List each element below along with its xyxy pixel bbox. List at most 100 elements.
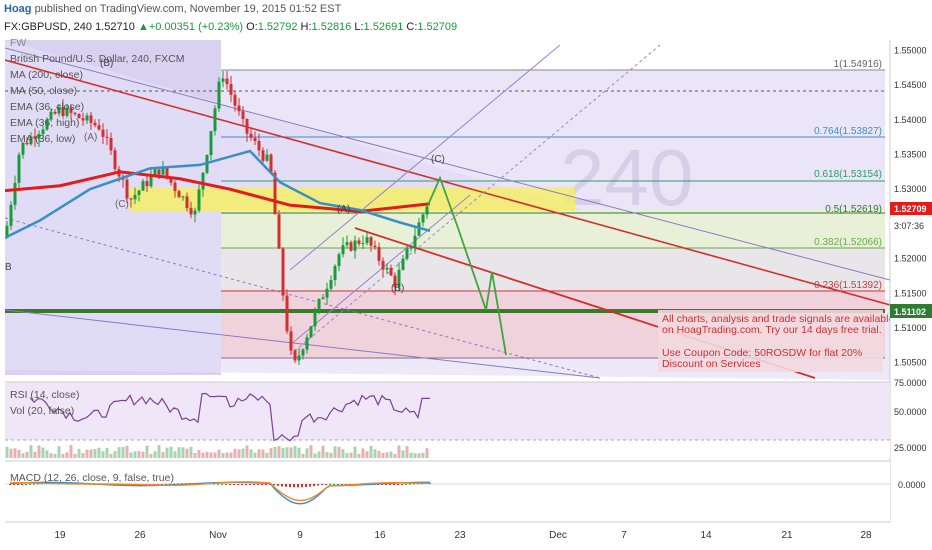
candle-body[interactable] [269, 154, 273, 173]
candle-body[interactable] [153, 169, 157, 176]
candle-body[interactable] [337, 254, 341, 267]
pitchfork-lower[interactable] [289, 194, 471, 346]
candle-body[interactable] [345, 242, 349, 246]
candle-body[interactable] [165, 168, 169, 178]
candle-body[interactable] [89, 115, 93, 123]
candle-body[interactable] [17, 154, 21, 183]
candle-body[interactable] [421, 214, 425, 223]
candle-body[interactable] [413, 235, 417, 247]
vol-label[interactable]: Vol (20, false) [10, 405, 74, 417]
candle-body[interactable] [317, 299, 321, 312]
candle-body[interactable] [81, 118, 85, 121]
candle-body[interactable] [181, 196, 185, 198]
candle-body[interactable] [65, 107, 69, 116]
candle-body[interactable] [325, 288, 329, 298]
candle-body[interactable] [5, 225, 9, 238]
candle-body[interactable] [293, 350, 297, 361]
candle-body[interactable] [97, 125, 101, 130]
candle-body[interactable] [249, 133, 253, 138]
candle-body[interactable] [409, 246, 413, 249]
candle-body[interactable] [133, 194, 137, 200]
candle-body[interactable] [157, 169, 161, 175]
candle-body[interactable] [229, 84, 233, 95]
study-ema-close[interactable]: EMA (36, close) [10, 101, 84, 113]
candle-body[interactable] [297, 355, 301, 361]
candle-body[interactable] [9, 204, 13, 226]
resistance-zone[interactable] [130, 187, 575, 211]
candle-body[interactable] [101, 129, 105, 137]
candle-body[interactable] [289, 331, 293, 351]
candle-body[interactable] [321, 297, 325, 300]
candle-body[interactable] [305, 337, 309, 350]
candle-body[interactable] [93, 122, 97, 126]
candle-body[interactable] [61, 106, 65, 116]
candle-body[interactable] [341, 245, 345, 255]
candle-body[interactable] [313, 311, 317, 327]
candle-body[interactable] [397, 269, 401, 288]
rsi-line[interactable] [29, 392, 430, 442]
candle-body[interactable] [145, 181, 149, 187]
candle-body[interactable] [257, 140, 261, 151]
candle-body[interactable] [217, 81, 221, 109]
candle-body[interactable] [329, 279, 333, 289]
candle-body[interactable] [273, 172, 277, 215]
candle-body[interactable] [129, 198, 133, 200]
ema-line[interactable] [5, 149, 431, 239]
author-link[interactable]: Hoag [4, 3, 32, 15]
candle-body[interactable] [353, 240, 357, 251]
rsi-label[interactable]: RSI (14, close) [10, 389, 79, 401]
candle-body[interactable] [77, 113, 81, 119]
channel-upper-line[interactable] [5, 47, 890, 281]
study-ema-high[interactable]: EMA (36, high) [10, 117, 79, 129]
candle-body[interactable] [241, 111, 245, 119]
candle-body[interactable] [141, 181, 145, 191]
channel-mid-line[interactable] [5, 217, 601, 379]
signal-line[interactable] [9, 481, 431, 502]
candle-body[interactable] [221, 78, 225, 82]
candle-body[interactable] [349, 242, 353, 251]
candle-body[interactable] [405, 248, 409, 259]
candle-body[interactable] [25, 142, 29, 145]
candle-body[interactable] [261, 150, 265, 161]
macd-label[interactable]: MACD (12, 26, close, 9, false, true) [10, 472, 174, 484]
candle-body[interactable] [105, 136, 109, 138]
candle-body[interactable] [125, 179, 129, 199]
candle-body[interactable] [277, 214, 281, 249]
candle-body[interactable] [49, 111, 53, 120]
candle-body[interactable] [21, 142, 25, 155]
candle-body[interactable] [209, 131, 213, 156]
channel-lower-line[interactable] [5, 309, 601, 379]
candle-body[interactable] [161, 168, 165, 175]
candle-body[interactable] [385, 267, 389, 270]
candle-body[interactable] [137, 190, 141, 195]
candle-body[interactable] [57, 106, 61, 114]
candle-body[interactable] [69, 107, 73, 113]
symbol-label[interactable]: FX:GBPUSD, 240 [4, 21, 93, 33]
candle-body[interactable] [193, 210, 197, 215]
candle-body[interactable] [365, 237, 369, 244]
candle-body[interactable] [301, 349, 305, 356]
candle-body[interactable] [357, 240, 361, 244]
candle-body[interactable] [425, 206, 429, 215]
candle-body[interactable] [13, 182, 17, 205]
candle-body[interactable] [109, 137, 113, 151]
candle-body[interactable] [73, 112, 77, 114]
candle-body[interactable] [201, 172, 205, 190]
candle-body[interactable] [265, 154, 269, 161]
candles[interactable] [5, 70, 429, 366]
candle-body[interactable] [245, 118, 249, 134]
macd-pane[interactable] [5, 461, 890, 521]
candle-body[interactable] [417, 222, 421, 236]
candle-body[interactable] [389, 267, 393, 276]
candle-body[interactable] [253, 137, 257, 141]
projection-path[interactable] [427, 175, 507, 356]
study-ma50[interactable]: MA (50, close) [10, 85, 77, 97]
candle-body[interactable] [333, 266, 337, 280]
candle-body[interactable] [373, 245, 377, 248]
candle-body[interactable] [41, 129, 45, 135]
candle-body[interactable] [377, 247, 381, 261]
candle-body[interactable] [401, 258, 405, 270]
candle-body[interactable] [197, 189, 201, 211]
candle-body[interactable] [53, 111, 57, 114]
